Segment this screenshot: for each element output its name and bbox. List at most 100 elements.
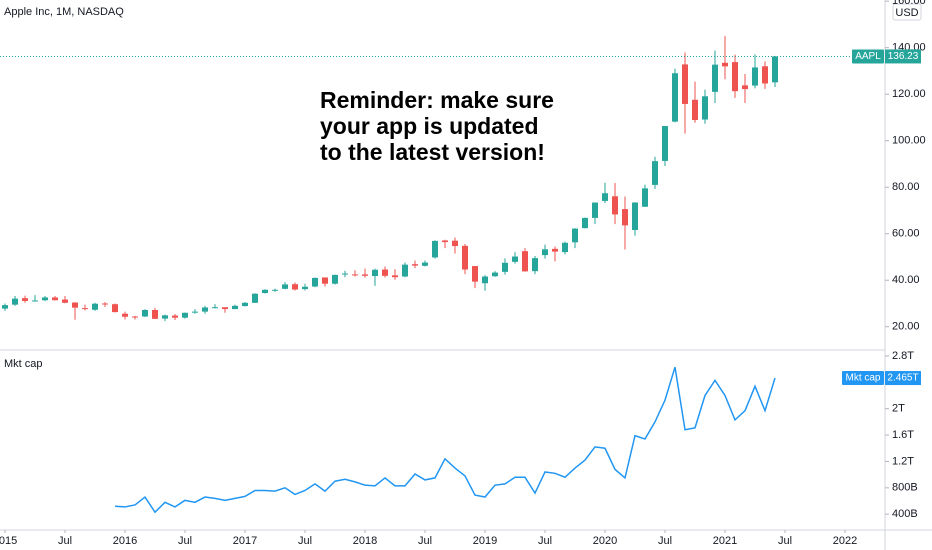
x-tick-label: 2017 <box>233 535 257 547</box>
candle-body <box>122 313 128 317</box>
candle-body <box>452 240 458 247</box>
x-tick-label: 2021 <box>713 535 737 547</box>
candle-body <box>2 305 8 309</box>
value-badge-label: 2.465T <box>887 373 918 384</box>
chart-title: Apple Inc, 1M, NASDAQ <box>4 6 124 18</box>
candle-body <box>552 248 558 252</box>
series-badge-label: Mkt cap <box>845 373 880 384</box>
candle-body <box>232 305 238 310</box>
candle-body <box>562 242 568 253</box>
y-tick-label: 20.00 <box>892 321 920 333</box>
y-tick-label: 1.2T <box>892 455 914 467</box>
candle-body <box>482 276 488 284</box>
candle-body <box>412 264 418 266</box>
candle-body <box>252 293 258 303</box>
candle-body <box>492 272 498 277</box>
candle-body <box>142 310 148 317</box>
candle-body <box>182 312 188 318</box>
candle-body <box>752 67 758 86</box>
candle-body <box>582 217 588 229</box>
candle-body <box>52 297 58 301</box>
currency-label: USD <box>895 7 918 19</box>
candle-body <box>432 240 438 258</box>
y-tick-label: 100.00 <box>892 135 926 147</box>
price-label: 136.23 <box>888 51 919 62</box>
candle-body <box>322 277 328 284</box>
candle-body <box>272 289 278 291</box>
candle-body <box>172 315 178 318</box>
mkt-cap-line <box>114 366 776 514</box>
x-tick-label: Jul <box>658 535 672 547</box>
candle-body <box>642 188 648 207</box>
candle-body <box>192 311 198 313</box>
annotation-line: to the latest version! <box>320 139 545 165</box>
candle-body <box>292 284 298 290</box>
candle-body <box>472 266 478 282</box>
candle-body <box>162 315 168 319</box>
candle-body <box>532 258 538 272</box>
value-badge <box>885 371 921 386</box>
x-tick-label: Jul <box>58 535 72 547</box>
x-tick-label: 2019 <box>473 535 497 547</box>
x-tick-label: Jul <box>178 535 192 547</box>
candle-body <box>672 73 678 122</box>
candle-body <box>622 209 628 226</box>
y-tick-label: 2T <box>892 403 905 415</box>
annotation-line: Reminder: make sure <box>320 87 554 113</box>
candle-body <box>572 228 578 243</box>
symbol-badge <box>852 49 884 64</box>
candle-body <box>282 284 288 289</box>
y-tick-label: 60.00 <box>892 228 920 240</box>
annotation-line: your app is updated <box>320 113 539 139</box>
candle-body <box>742 85 748 90</box>
x-tick-label: 2015 <box>0 535 17 547</box>
candle-body <box>312 277 318 287</box>
y-tick-label: 80.00 <box>892 181 920 193</box>
candle-body <box>372 269 378 277</box>
series-badge <box>842 371 884 386</box>
currency-box[interactable] <box>892 3 922 21</box>
candle-body <box>152 310 158 319</box>
candle-body <box>202 307 208 312</box>
candle-body <box>72 302 78 308</box>
x-tick-label: 2022 <box>833 535 857 547</box>
x-tick-label: 2020 <box>593 535 617 547</box>
candle-body <box>12 298 18 305</box>
y-tick-label: 1.6T <box>892 429 914 441</box>
candle-body <box>382 269 388 276</box>
x-tick-label: Jul <box>778 535 792 547</box>
x-tick-label: 2018 <box>353 535 377 547</box>
candle-body <box>612 196 618 215</box>
candle-body <box>222 307 228 310</box>
pane-label: Mkt cap <box>4 358 43 370</box>
candle-body <box>82 308 88 310</box>
candle-body <box>722 62 728 67</box>
candle-body <box>92 303 98 310</box>
y-tick-label: 120.00 <box>892 88 926 100</box>
candle-body <box>132 316 138 318</box>
candle-body <box>772 56 778 83</box>
x-tick-label: 2016 <box>113 535 137 547</box>
candle-body <box>632 202 638 230</box>
candle-body <box>512 256 518 262</box>
candle-body <box>732 62 738 92</box>
candle-body <box>32 300 38 302</box>
candle-body <box>702 96 708 120</box>
candle-body <box>692 99 698 120</box>
candle-body <box>502 262 508 272</box>
candle-body <box>22 298 28 301</box>
candle-body <box>442 240 448 243</box>
candle-body <box>402 264 408 277</box>
candle-body <box>522 251 528 272</box>
candle-body <box>712 64 718 92</box>
y-tick-label: 160.00 <box>892 0 926 7</box>
x-tick-label: Jul <box>298 535 312 547</box>
candle-body <box>262 289 268 294</box>
x-tick-label: Jul <box>418 535 432 547</box>
candle-body <box>212 307 218 309</box>
candle-body <box>592 202 598 218</box>
candle-body <box>542 249 548 256</box>
candle-body <box>302 286 308 290</box>
